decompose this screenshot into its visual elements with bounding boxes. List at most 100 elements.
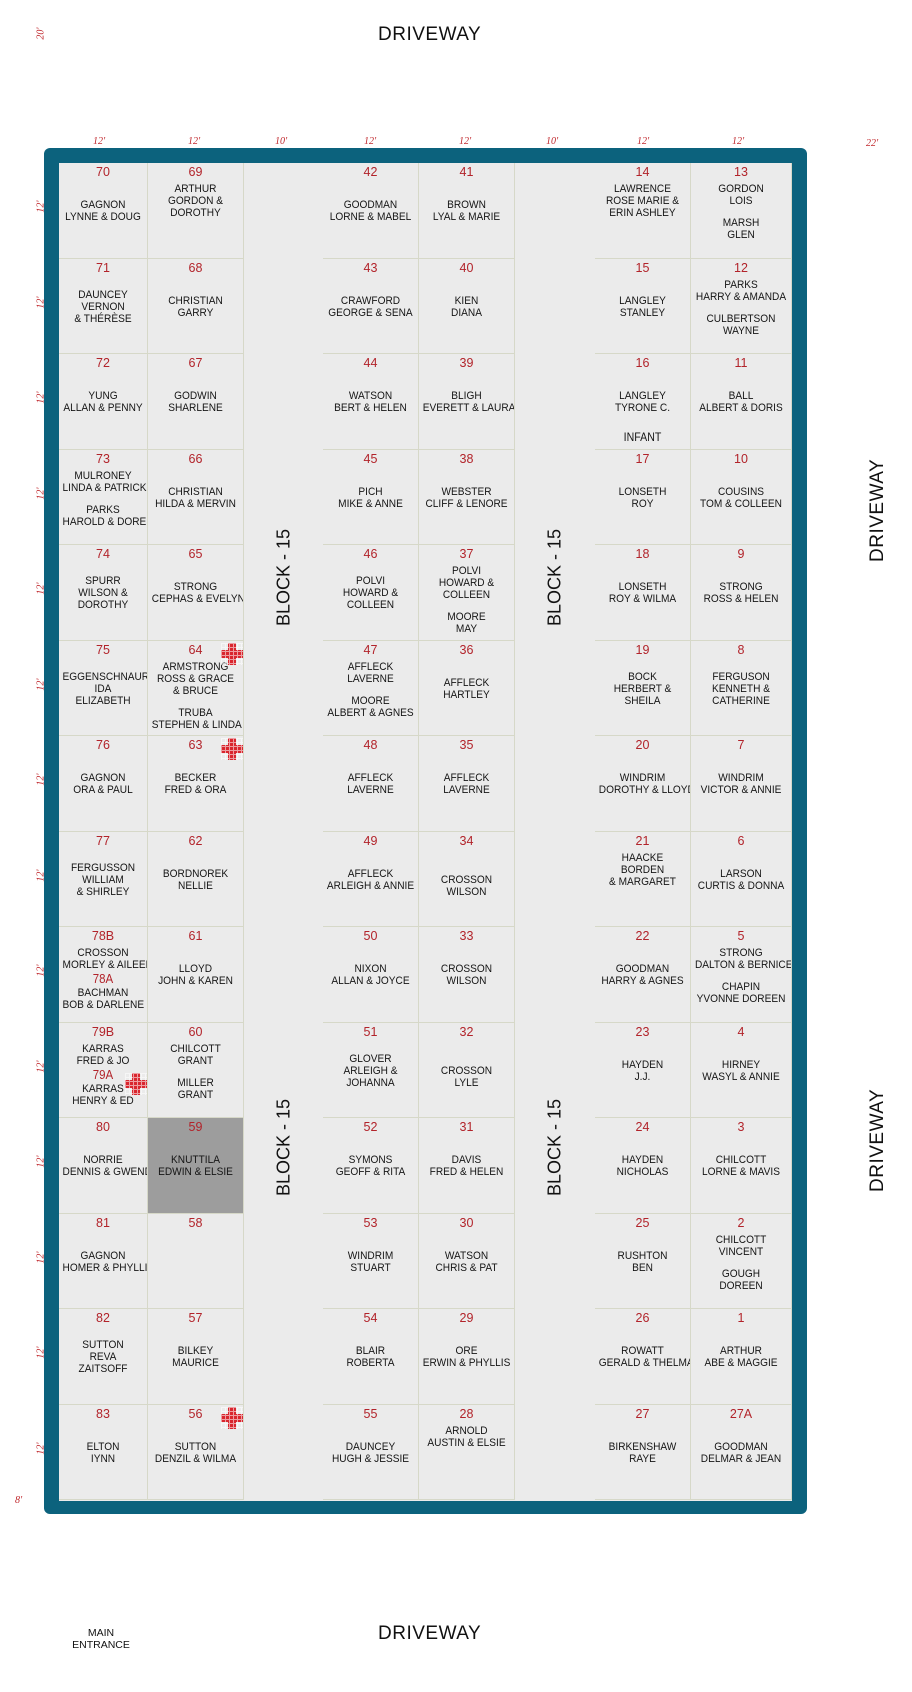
plot-lot[interactable]: 67 GODWIN SHARLENE — [148, 354, 244, 450]
plot-lot[interactable]: 30 WATSON CHRIS & PAT — [419, 1213, 515, 1309]
plot-lot[interactable]: 9 STRONG ROSS & HELEN — [691, 545, 792, 641]
plot-lot[interactable]: 28 ARNOLD AUSTIN & ELSIE — [419, 1404, 515, 1500]
occupant-name: WASYL & ANNIE — [702, 1070, 780, 1083]
plot-lot[interactable]: 66 CHRISTIAN HILDA & MERVIN — [148, 449, 244, 545]
plot-lot[interactable]: 22 GOODMAN HARRY & AGNES — [595, 927, 691, 1023]
plot-lot[interactable]: 40 KIEN DIANA — [419, 258, 515, 354]
occupant-name: KARRAS — [82, 1042, 124, 1055]
plot-lot[interactable]: 38 WEBSTER CLIFF & LENORE — [419, 449, 515, 545]
plot-lot[interactable]: 21 HAACKE BORDEN & MARGARET — [595, 831, 691, 927]
plot-lot[interactable]: 26 ROWATT GERALD & THELMA — [595, 1309, 691, 1405]
plot-lot[interactable]: 54 BLAIR ROBERTA — [323, 1309, 419, 1405]
plot-lot[interactable]: 34 CROSSON WILSON — [419, 831, 515, 927]
plot-lot[interactable]: 44 WATSON BERT & HELEN — [323, 354, 419, 450]
plot-lot[interactable]: 42 GOODMAN LORNE & MABEL — [323, 163, 419, 259]
plot-lot[interactable]: 57 BILKEY MAURICE — [148, 1309, 244, 1405]
plot-lot[interactable]: 81 GAGNON HOMER & PHYLLIS — [59, 1213, 148, 1309]
plot-lot[interactable]: 36 AFFLECK HARTLEY — [419, 640, 515, 736]
plot-lot[interactable]: 24 HAYDEN NICHOLAS — [595, 1118, 691, 1214]
plot-lot[interactable]: 19 BOCK HERBERT & SHEILA — [595, 640, 691, 736]
plot-lot[interactable]: 47 AFFLECK LAVERNE MOORE ALBERT & AGNES — [323, 640, 419, 736]
plot-lot[interactable]: 13 GORDON LOIS MARSH GLEN — [691, 163, 792, 259]
plot-lot[interactable]: 29 ORE ERWIN & PHYLLIS — [419, 1309, 515, 1405]
plot-lot[interactable]: 63 BECKER FRED & ORA — [148, 736, 244, 832]
plot-lot[interactable]: 69 ARTHUR GORDON & DOROTHY — [148, 163, 244, 259]
plot-lot[interactable]: 64 ARMSTRONG ROSS & GRACE & BRUCE TRUBA STEPH… — [148, 640, 244, 736]
plot-lot[interactable]: 2 CHILCOTT VINCENT GOUGH DOREEN — [691, 1213, 792, 1309]
plot-occupants: DAUNCEY VERNON & THÉRÈSE — [63, 289, 144, 325]
plot-occupants: WINDRIM STUART — [327, 1250, 414, 1274]
plot-number: 39 — [459, 356, 474, 370]
plot-lot[interactable]: 10 COUSINS TOM & COLLEEN — [691, 449, 792, 545]
plot-lot[interactable]: 61 LLOYD JOHN & KAREN — [148, 927, 244, 1023]
plot-lot[interactable]: 51 GLOVER ARLEIGH & JOHANNA — [323, 1022, 419, 1118]
plot-lot[interactable]: 70 GAGNON LYNNE & DOUG — [59, 163, 148, 259]
plot-lot[interactable]: 52 SYMONS GEOFF & RITA — [323, 1118, 419, 1214]
plot-lot[interactable]: 55 DAUNCEY HUGH & JESSIE — [323, 1404, 419, 1500]
plot-lot[interactable]: 35 AFFLECK LAVERNE — [419, 736, 515, 832]
plot-lot[interactable]: 7 WINDRIM VICTOR & ANNIE — [691, 736, 792, 832]
spacer — [695, 971, 787, 981]
plot-lot[interactable]: 75 EGGENSCHNAUR IDA ELIZABETH — [59, 640, 148, 736]
plot-lot[interactable]: 37 POLVI HOWARD & COLLEEN MOORE MAY — [419, 545, 515, 641]
plot-lot[interactable]: 45 PICH MIKE & ANNE — [323, 449, 419, 545]
occupant-name: DAVIS — [451, 1154, 482, 1166]
plot-lot[interactable]: 33 CROSSON WILSON — [419, 927, 515, 1023]
plot-lot[interactable]: 6 LARSON CURTIS & DONNA — [691, 831, 792, 927]
plot-occupants: GAGNON LYNNE & DOUG — [63, 199, 144, 223]
plot-occupants: CHRISTIAN HILDA & MERVIN — [152, 486, 239, 510]
plot-lot[interactable]: 31 DAVIS FRED & HELEN — [419, 1118, 515, 1214]
plot-lot[interactable]: 27 BIRKENSHAW RAYE — [595, 1404, 691, 1500]
plot-lot[interactable]: 1 ARTHUR ABE & MAGGIE — [691, 1309, 792, 1405]
plot-lot[interactable]: 72 YUNG ALLAN & PENNY — [59, 354, 148, 450]
spacer — [695, 207, 787, 217]
plot-lot[interactable]: 39 BLIGH EVERETT & LAURA — [419, 354, 515, 450]
walkway — [244, 163, 323, 1501]
plot-lot[interactable]: 41 BROWN LYAL & MARIE — [419, 163, 515, 259]
plot-lot[interactable]: 11 BALL ALBERT & DORIS — [691, 354, 792, 450]
plot-lot[interactable]: 18 LONSETH ROY & WILMA — [595, 545, 691, 641]
plot-lot[interactable]: 14 LAWRENCE ROSE MARIE & ERIN ASHLEY — [595, 163, 691, 259]
plot-lot[interactable]: 59 KNUTTILA EDWIN & ELSIE — [148, 1118, 244, 1214]
plot-lot[interactable]: 3 CHILCOTT LORNE & MAVIS — [691, 1118, 792, 1214]
plot-lot[interactable]: 15 LANGLEY STANLEY — [595, 258, 691, 354]
plot-lot[interactable]: 12 PARKS HARRY & AMANDA CULBERTSON WAYNE — [691, 258, 792, 354]
occupant-name: CROSSON — [77, 947, 129, 959]
plot-lot[interactable]: 16 LANGLEY TYRONE C. INFANT — [595, 354, 691, 450]
plot-lot[interactable]: 4 HIRNEY WASYL & ANNIE — [691, 1022, 792, 1118]
plot-lot[interactable]: 20 WINDRIM DOROTHY & LLOYD — [595, 736, 691, 832]
plot-lot[interactable]: 82 SUTTON REVA ZAITSOFF — [59, 1309, 148, 1405]
plot-lot[interactable]: 65 STRONG CEPHAS & EVELYN — [148, 545, 244, 641]
plot-lot[interactable]: 83 ELTON IYNN — [59, 1404, 148, 1500]
plot-lot[interactable]: 79B KARRAS FRED & JO 79A KARRAS HENRY & ED — [59, 1022, 148, 1118]
plot-lot[interactable]: 68 CHRISTIAN GARRY — [148, 258, 244, 354]
plot-lot[interactable]: 77 FERGUSSON WILLIAM & SHIRLEY — [59, 831, 148, 927]
plot-lot[interactable]: 62 BORDNOREK NELLIE — [148, 831, 244, 927]
plot-lot[interactable]: 43 CRAWFORD GEORGE & SENA — [323, 258, 419, 354]
plot-lot[interactable]: 17 LONSETH ROY — [595, 449, 691, 545]
plot-lot[interactable]: 25 RUSHTON BEN — [595, 1213, 691, 1309]
plot-lot[interactable]: 58 — [148, 1213, 244, 1309]
plot-lot[interactable]: 32 CROSSON LYLE — [419, 1022, 515, 1118]
occupant-name: CHRISTIAN — [168, 294, 223, 307]
occupant-name: BORDEN — [620, 863, 665, 876]
plot-occupants: CHILCOTT GRANT MILLER GRANT — [152, 1043, 239, 1101]
plot-lot[interactable]: 73 MULRONEY LINDA & PATRICK PARKS HAROLD & D… — [59, 449, 148, 545]
plot-lot[interactable]: 46 POLVI HOWARD & COLLEEN — [323, 545, 419, 641]
plot-lot[interactable]: 53 WINDRIM STUART — [323, 1213, 419, 1309]
plot-lot[interactable]: 23 HAYDEN J.J. — [595, 1022, 691, 1118]
plot-lot[interactable]: 60 CHILCOTT GRANT MILLER GRANT — [148, 1022, 244, 1118]
plot-lot[interactable]: 49 AFFLECK ARLEIGH & ANNIE — [323, 831, 419, 927]
plot-lot[interactable]: 76 GAGNON ORA & PAUL — [59, 736, 148, 832]
plot-lot[interactable]: 56 SUTTON DENZIL & WILMA — [148, 1404, 244, 1500]
plot-lot[interactable]: 5 STRONG DALTON & BERNICE CHAPIN YVONNE DORE… — [691, 927, 792, 1023]
plot-lot[interactable]: 8 FERGUSON KENNETH & CATHERINE — [691, 640, 792, 736]
plot-lot[interactable]: 71 DAUNCEY VERNON & THÉRÈSE — [59, 258, 148, 354]
plot-lot[interactable]: 48 AFFLECK LAVERNE — [323, 736, 419, 832]
plot-lot[interactable]: 27A GOODMAN DELMAR & JEAN — [691, 1404, 792, 1500]
plot-lot[interactable]: 78B CROSSON MORLEY & AILEEN 78A BACHMAN BOB &… — [59, 927, 148, 1023]
plot-lot[interactable]: 74 SPURR WILSON & DOROTHY — [59, 545, 148, 641]
plot-number: 33 — [459, 929, 474, 943]
plot-lot[interactable]: 50 NIXON ALLAN & JOYCE — [323, 927, 419, 1023]
